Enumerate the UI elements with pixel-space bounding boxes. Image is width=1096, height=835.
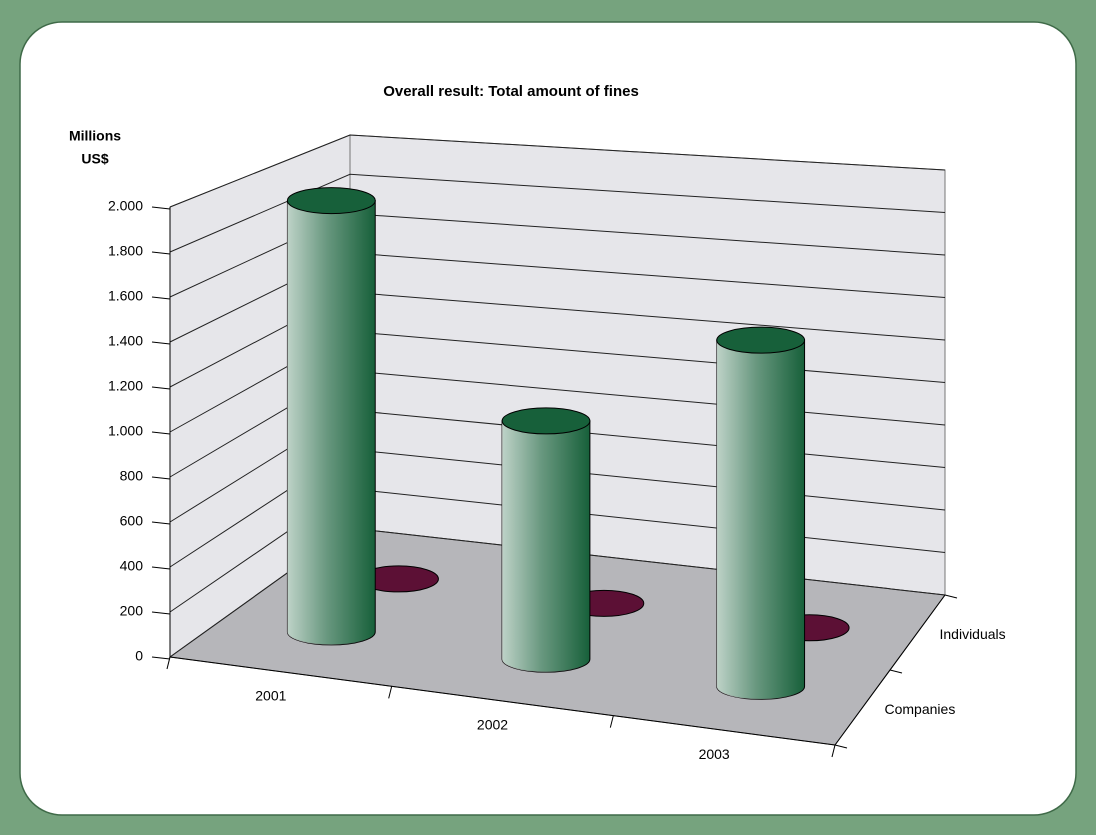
y-tick-label: 1.600: [108, 288, 143, 304]
plot: 0 200 400 600 800 1.000 1.200 1.400 1.600 1.800 2.…: [108, 134, 1006, 762]
z-tick: [834, 744, 848, 749]
z-tick: [944, 594, 958, 599]
y-axis-label: Millions: [69, 128, 121, 144]
y-tick: [151, 431, 171, 435]
back-wall: [349, 134, 946, 596]
y-tick: [151, 566, 171, 570]
cylinder-top: [286, 187, 376, 215]
grid-line: [169, 173, 946, 253]
y-tick-label: 400: [120, 558, 144, 574]
y-tick-label: 0: [135, 648, 143, 664]
y-tick-label: 1.200: [108, 378, 143, 394]
y-tick-label: 1.800: [108, 243, 143, 259]
y-tick: [151, 476, 171, 480]
x-tick: [609, 715, 614, 728]
y-tick: [151, 611, 171, 615]
chart-title: Overall result: Total amount of fines: [383, 83, 639, 100]
y-tick: [151, 521, 171, 525]
cylinder-shine: [287, 200, 376, 645]
y-tick: [151, 386, 171, 390]
x-tick: [166, 656, 171, 670]
cylinder-top: [716, 326, 806, 354]
y-tick: [151, 251, 171, 255]
y-axis-label: US$: [81, 151, 108, 167]
y-tick-label: 600: [120, 513, 144, 529]
x-tick-label: 2003: [699, 746, 730, 762]
x-tick-label: 2002: [477, 717, 508, 733]
y-tick-label: 1.000: [108, 423, 143, 439]
y-tick-label: 1.400: [108, 333, 143, 349]
grid-line: [169, 134, 946, 208]
x-tick: [831, 744, 836, 758]
x-axis: [169, 656, 836, 746]
cylinder-shine: [716, 340, 805, 700]
y-tick: [151, 296, 171, 300]
y-tick-label: 200: [120, 603, 144, 619]
series-label: Individuals: [940, 626, 1006, 642]
x-tick-label: 2001: [255, 687, 286, 703]
y-tick: [151, 656, 171, 660]
z-tick: [889, 669, 903, 674]
y-tick: [151, 206, 171, 210]
y-tick: [151, 341, 171, 345]
series-label: Companies: [885, 701, 956, 717]
cylinder-top: [501, 407, 591, 435]
cylinder-shine: [502, 420, 590, 673]
x-tick: [388, 686, 393, 699]
y-tick-label: 2.000: [108, 198, 143, 214]
y-tick-label: 800: [120, 468, 144, 484]
